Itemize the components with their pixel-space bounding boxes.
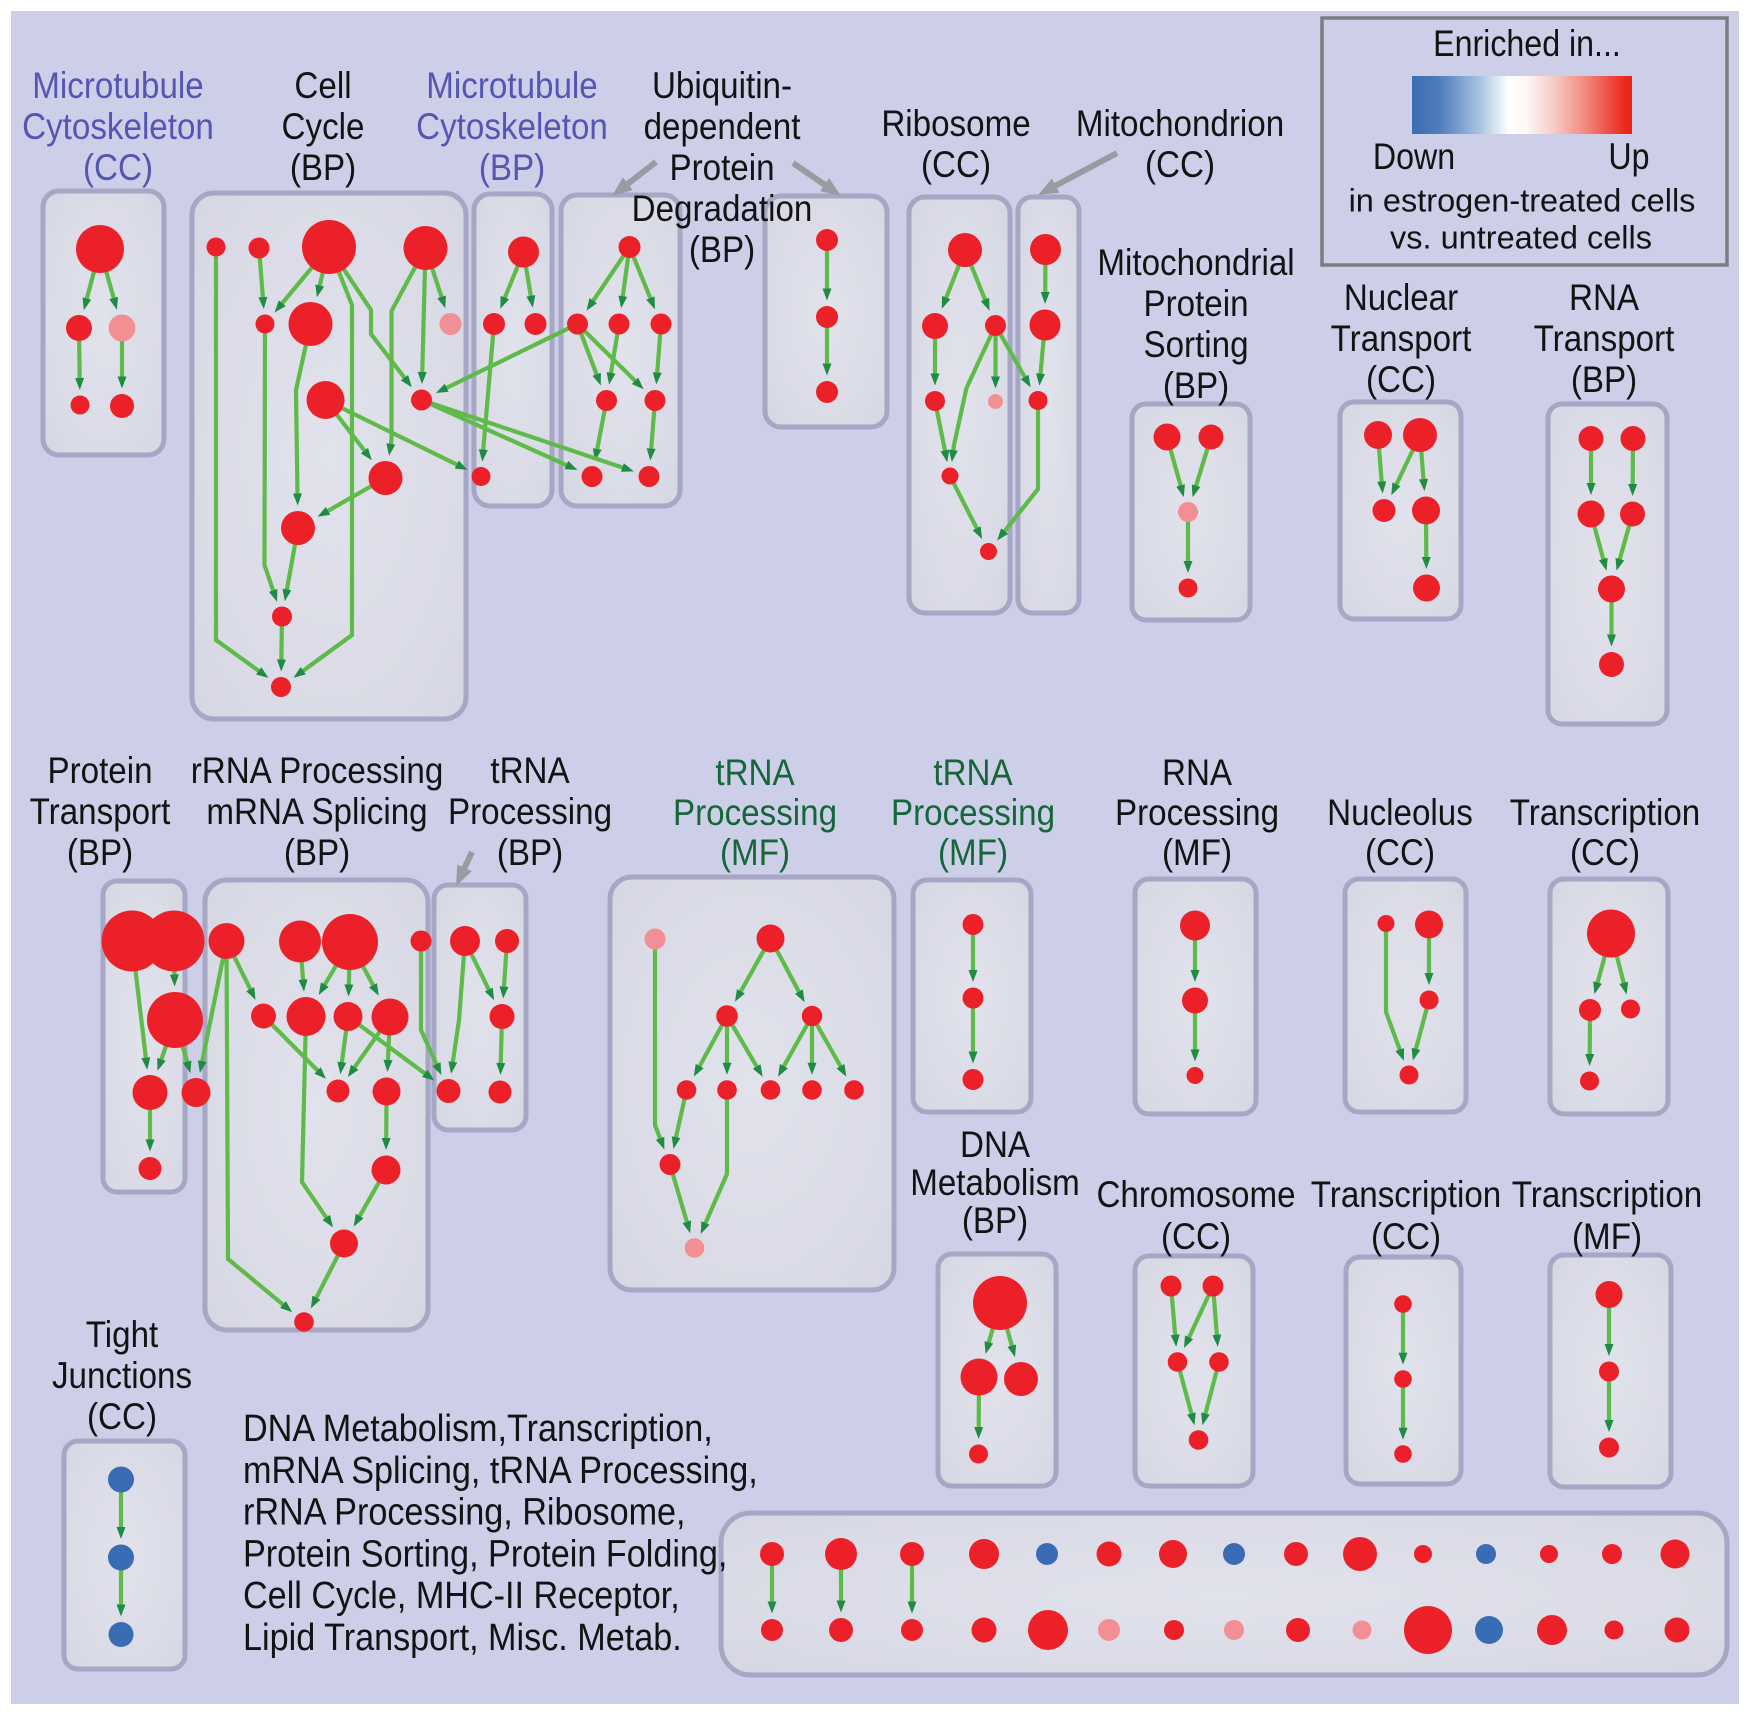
svg-text:Ribosome: Ribosome (881, 102, 1030, 144)
svg-text:rRNA Processing, Ribosome,: rRNA Processing, Ribosome, (243, 1490, 686, 1533)
svg-text:Transport: Transport (1331, 317, 1472, 359)
svg-text:Down: Down (1373, 137, 1455, 178)
svg-text:(MF): (MF) (938, 831, 1008, 873)
svg-text:(CC): (CC) (87, 1395, 157, 1437)
svg-text:Nucleolus: Nucleolus (1327, 791, 1473, 833)
svg-text:(BP): (BP) (1163, 364, 1229, 406)
svg-text:dependent: dependent (644, 105, 801, 147)
svg-text:rRNA Processing: rRNA Processing (191, 749, 444, 791)
svg-text:Protein: Protein (669, 146, 774, 188)
svg-text:(BP): (BP) (1571, 358, 1637, 400)
svg-text:RNA: RNA (1569, 276, 1639, 318)
svg-text:(CC): (CC) (1570, 831, 1640, 873)
svg-text:(BP): (BP) (479, 146, 545, 188)
svg-text:(MF): (MF) (720, 831, 790, 873)
svg-text:DNA Metabolism,Transcription,: DNA Metabolism,Transcription, (243, 1406, 713, 1449)
svg-text:RNA: RNA (1162, 751, 1232, 793)
svg-text:Transcription: Transcription (1510, 791, 1700, 833)
svg-text:Processing: Processing (891, 791, 1055, 833)
svg-text:Ubiquitin-: Ubiquitin- (652, 64, 792, 106)
svg-text:(CC): (CC) (83, 146, 153, 188)
svg-text:(CC): (CC) (1145, 143, 1215, 185)
svg-text:Up: Up (1608, 137, 1649, 178)
svg-text:(CC): (CC) (921, 143, 991, 185)
svg-text:Processing: Processing (1115, 791, 1279, 833)
svg-text:Transport: Transport (30, 790, 171, 832)
svg-text:Cytoskeleton: Cytoskeleton (22, 105, 214, 147)
svg-text:tRNA: tRNA (933, 751, 1013, 793)
svg-text:Lipid Transport, Misc. Metab.: Lipid Transport, Misc. Metab. (243, 1615, 682, 1658)
svg-text:Protein Sorting, Protein Foldi: Protein Sorting, Protein Folding, (243, 1532, 727, 1575)
svg-text:mRNA Splicing, tRNA Processing: mRNA Splicing, tRNA Processing, (243, 1448, 758, 1491)
svg-text:(BP): (BP) (962, 1199, 1028, 1241)
svg-text:(CC): (CC) (1366, 358, 1436, 400)
svg-text:(CC): (CC) (1365, 831, 1435, 873)
svg-text:Transcription: Transcription (1311, 1173, 1501, 1215)
svg-text:Mitochondrion: Mitochondrion (1076, 102, 1284, 144)
svg-text:DNA: DNA (960, 1123, 1030, 1165)
svg-text:(BP): (BP) (67, 831, 133, 873)
svg-text:(BP): (BP) (290, 146, 356, 188)
svg-text:(CC): (CC) (1161, 1215, 1231, 1257)
svg-text:Cytoskeleton: Cytoskeleton (416, 105, 608, 147)
svg-text:Microtubule: Microtubule (32, 64, 203, 106)
svg-text:Cycle: Cycle (282, 105, 365, 147)
svg-text:Junctions: Junctions (52, 1354, 192, 1396)
svg-text:in estrogen-treated cells: in estrogen-treated cells (1349, 183, 1696, 219)
svg-text:Tight: Tight (86, 1313, 159, 1355)
svg-text:mRNA Splicing: mRNA Splicing (206, 790, 427, 832)
svg-text:vs. untreated cells: vs. untreated cells (1390, 220, 1652, 256)
svg-text:Mitochondrial: Mitochondrial (1097, 241, 1294, 283)
svg-text:Transcription: Transcription (1512, 1173, 1702, 1215)
svg-text:Chromosome: Chromosome (1096, 1173, 1295, 1215)
svg-text:(MF): (MF) (1572, 1215, 1642, 1257)
svg-text:(CC): (CC) (1371, 1215, 1441, 1257)
svg-text:Protein: Protein (47, 749, 152, 791)
svg-text:(MF): (MF) (1162, 831, 1232, 873)
svg-text:tRNA: tRNA (490, 749, 570, 791)
svg-text:tRNA: tRNA (715, 751, 795, 793)
svg-text:Microtubule: Microtubule (426, 64, 597, 106)
svg-text:Protein: Protein (1143, 282, 1248, 324)
svg-text:Processing: Processing (448, 790, 612, 832)
svg-text:Enriched in...: Enriched in... (1433, 24, 1621, 65)
svg-text:Cell: Cell (294, 64, 351, 106)
svg-text:Sorting: Sorting (1143, 323, 1248, 365)
svg-text:Cell Cycle, MHC-II Receptor,: Cell Cycle, MHC-II Receptor, (243, 1574, 680, 1617)
svg-text:(BP): (BP) (284, 831, 350, 873)
svg-text:Degradation: Degradation (632, 187, 813, 229)
svg-text:Processing: Processing (673, 791, 837, 833)
svg-text:Nuclear: Nuclear (1344, 276, 1458, 318)
svg-text:(BP): (BP) (689, 228, 755, 270)
svg-text:Transport: Transport (1534, 317, 1675, 359)
svg-text:(BP): (BP) (497, 831, 563, 873)
svg-text:Metabolism: Metabolism (910, 1161, 1080, 1203)
